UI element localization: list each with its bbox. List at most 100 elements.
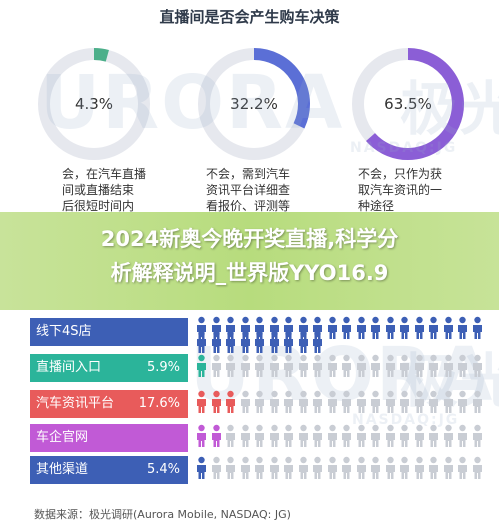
person-icon-cell	[327, 456, 338, 480]
person-icon	[269, 390, 279, 413]
watermark-brand: URORA	[40, 60, 345, 146]
person-icon	[385, 354, 395, 377]
person-icon	[211, 354, 221, 377]
person-icon-cell	[370, 316, 381, 340]
person-icon-cell	[428, 424, 439, 448]
bar-label: 线下4S店	[36, 324, 92, 339]
person-icon	[458, 456, 467, 479]
person-icon-cell	[269, 424, 280, 448]
person-icon-cell	[254, 424, 265, 448]
person-icon	[458, 316, 467, 339]
person-icon-cell	[298, 390, 309, 414]
person-icon	[327, 354, 337, 377]
person-icon	[284, 424, 293, 447]
person-icon-cell	[240, 456, 251, 480]
person-icon	[240, 390, 250, 413]
person-icon	[226, 354, 235, 377]
person-icon-cell	[414, 354, 425, 378]
donut-value-3: 63.5%	[384, 95, 432, 113]
person-icon	[342, 316, 351, 339]
headline-line-1: 2024新奥今晚开奖直播,科学分	[100, 227, 399, 251]
person-icon	[298, 330, 308, 353]
person-icon-cell	[312, 390, 323, 414]
person-icon	[371, 390, 380, 413]
person-icon	[414, 456, 424, 479]
person-icon-cell	[225, 390, 236, 414]
person-icon-cell	[356, 390, 367, 414]
bar-row-5: 其他渠道 5.4%	[30, 456, 188, 484]
person-icon-cell	[472, 424, 483, 448]
person-icon	[255, 330, 264, 353]
person-icon-cell	[225, 424, 236, 448]
caption-line: 不会，需到汽车	[206, 167, 291, 181]
person-icon-cell	[312, 456, 323, 480]
person-icon	[298, 390, 308, 413]
person-icon-cell	[341, 354, 352, 378]
person-icon	[211, 456, 221, 479]
person-icon	[385, 316, 395, 339]
caption-line: 看报价、评测等	[206, 199, 291, 213]
person-icon-cell	[428, 390, 439, 414]
headline: 2024新奥今晚开奖直播,科学分 析解释说明_世界版YYO16.9	[0, 222, 499, 290]
person-icon	[472, 354, 482, 377]
person-icon	[269, 456, 279, 479]
person-icon-cell	[225, 354, 236, 378]
person-icon	[371, 424, 380, 447]
person-icon-cell	[283, 354, 294, 378]
person-icon-cell	[443, 424, 454, 448]
person-icon-cell	[356, 316, 367, 340]
person-icon-cell	[341, 316, 352, 340]
person-icon-cell	[225, 330, 236, 354]
bar-label: 车企官网	[36, 430, 89, 445]
person-icon-cell	[443, 316, 454, 340]
person-icon-cell	[283, 330, 294, 354]
person-icon	[472, 316, 482, 339]
person-icon	[414, 354, 424, 377]
person-icon	[255, 354, 264, 377]
person-icon	[197, 354, 206, 377]
person-icon	[400, 390, 409, 413]
person-icon-cell	[399, 390, 410, 414]
person-icon-cell	[196, 456, 207, 480]
person-icon	[385, 390, 395, 413]
person-icon	[443, 456, 453, 479]
person-icon-cell	[385, 456, 396, 480]
person-icon	[342, 354, 351, 377]
person-icon	[269, 354, 279, 377]
person-icon	[429, 354, 438, 377]
person-icon	[356, 456, 366, 479]
person-icon-cell	[414, 424, 425, 448]
person-icon	[255, 390, 264, 413]
person-icon	[371, 354, 380, 377]
person-icon-cell	[399, 456, 410, 480]
person-icon-cell	[269, 456, 280, 480]
person-icon-cell	[385, 354, 396, 378]
donut-slice	[93, 48, 109, 62]
donut-slice	[366, 48, 464, 160]
person-icon	[327, 316, 337, 339]
person-icon-cell	[428, 316, 439, 340]
person-icon	[313, 330, 322, 353]
person-icon	[371, 456, 380, 479]
caption-line: 资讯平台详细查	[206, 183, 291, 197]
person-icon-cell	[370, 424, 381, 448]
person-icon	[255, 424, 264, 447]
person-icon	[313, 456, 322, 479]
person-icon-cell	[428, 456, 439, 480]
person-icon-cell	[443, 390, 454, 414]
person-icon-cell	[196, 330, 207, 354]
person-icon	[356, 316, 366, 339]
person-icon	[472, 456, 482, 479]
person-icon	[240, 330, 250, 353]
person-icon-cell	[196, 424, 207, 448]
chart-title: 直播间是否会产生购车决策	[159, 8, 340, 26]
person-icon	[342, 390, 351, 413]
person-icon	[240, 456, 250, 479]
person-icon-cell	[472, 456, 483, 480]
person-icon-cell	[283, 424, 294, 448]
person-icon-cell	[341, 390, 352, 414]
person-icon	[443, 424, 453, 447]
source-note: 数据来源：极光调研(Aurora Mobile, NASDAQ: JG)	[34, 508, 291, 521]
person-icon	[429, 456, 438, 479]
person-icon-cell	[196, 390, 207, 414]
